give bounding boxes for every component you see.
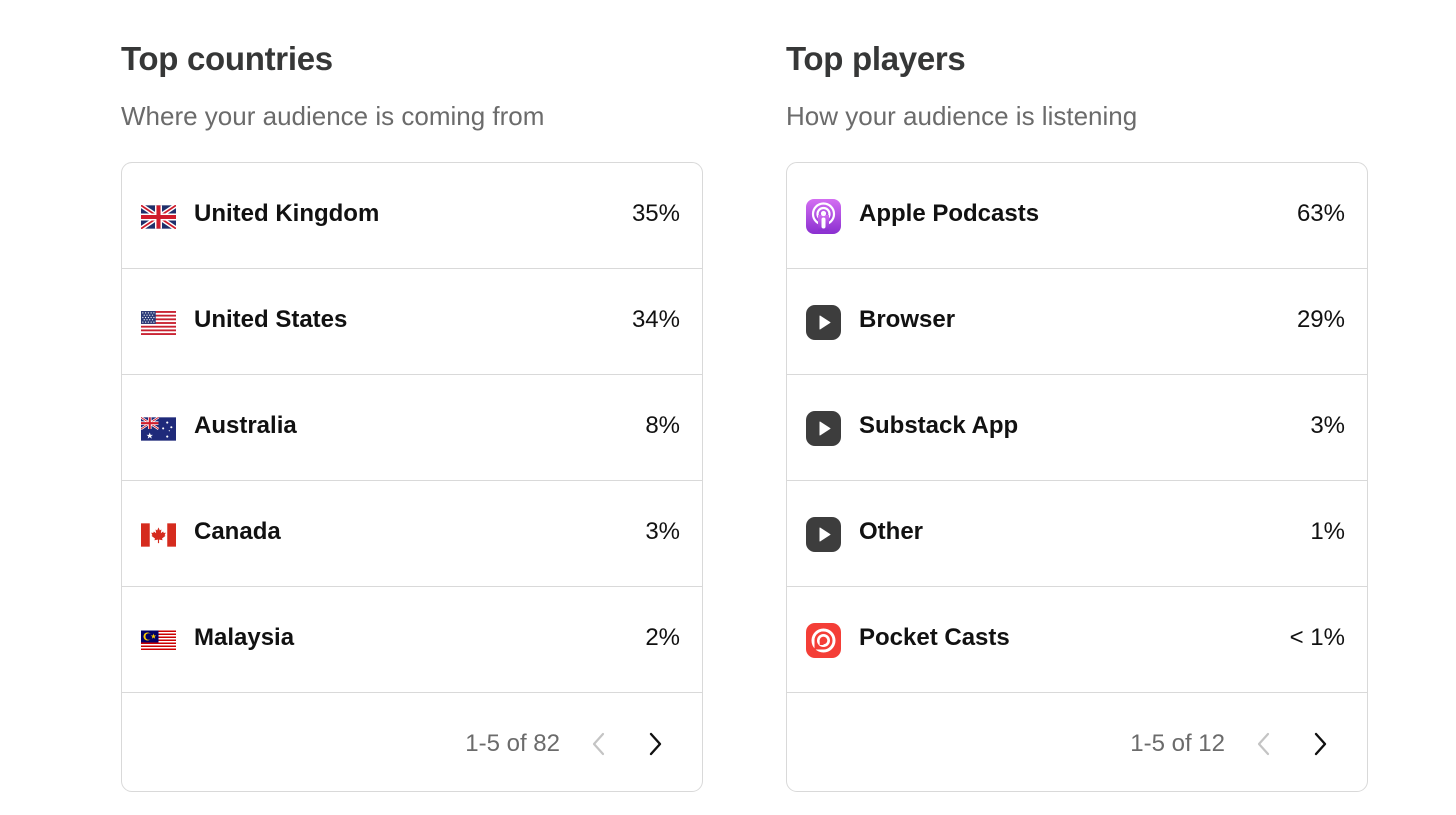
countries-card: United Kingdom 35% bbox=[121, 162, 703, 792]
row-label: Australia bbox=[194, 412, 297, 439]
list-item: Substack App 3% bbox=[787, 375, 1367, 481]
play-icon bbox=[806, 411, 841, 446]
players-card: Apple Podcasts 63% Browser 29% Substack … bbox=[786, 162, 1368, 792]
pagination: 1-5 of 12 bbox=[787, 695, 1367, 791]
chevron-right-icon[interactable] bbox=[1307, 729, 1333, 759]
chevron-left-icon[interactable] bbox=[586, 729, 612, 759]
uk-flag-icon bbox=[141, 199, 176, 234]
australia-flag-icon bbox=[141, 411, 176, 446]
pocket-casts-icon bbox=[806, 623, 841, 658]
list-item: United Kingdom 35% bbox=[122, 163, 702, 269]
row-value: 63% bbox=[1296, 200, 1345, 227]
list-item: Other 1% bbox=[787, 481, 1367, 587]
list-item: Canada 3% bbox=[122, 481, 702, 587]
play-icon bbox=[806, 305, 841, 340]
row-label: Apple Podcasts bbox=[859, 200, 1040, 227]
pagination: 1-5 of 82 bbox=[122, 695, 702, 791]
row-value: < 1% bbox=[1289, 624, 1345, 651]
row-value: 1% bbox=[1310, 518, 1345, 545]
list-item: Australia 8% bbox=[122, 375, 702, 481]
panel-title: Top countries bbox=[121, 40, 333, 77]
row-label: Malaysia bbox=[194, 624, 295, 651]
row-value: 35% bbox=[631, 200, 680, 227]
row-value: 34% bbox=[631, 306, 680, 333]
list-item: Apple Podcasts 63% bbox=[787, 163, 1367, 269]
row-label: United States bbox=[194, 306, 348, 333]
panel-title: Top players bbox=[786, 40, 966, 77]
malaysia-flag-icon bbox=[141, 623, 176, 658]
row-label: Canada bbox=[194, 518, 281, 545]
row-label: Substack App bbox=[859, 412, 1019, 439]
chevron-right-icon[interactable] bbox=[642, 729, 668, 759]
row-value: 3% bbox=[1310, 412, 1345, 439]
row-value: 3% bbox=[645, 518, 680, 545]
row-label: Browser bbox=[859, 306, 956, 333]
row-value: 29% bbox=[1296, 306, 1345, 333]
panel-subtitle: Where your audience is coming from bbox=[121, 101, 545, 131]
pagination-range: 1-5 of 82 bbox=[465, 730, 560, 757]
row-label: Pocket Casts bbox=[859, 624, 1010, 651]
list-item: United States 34% bbox=[122, 269, 702, 375]
row-value: 8% bbox=[645, 412, 680, 439]
pagination-range: 1-5 of 12 bbox=[1130, 730, 1225, 757]
apple-podcasts-icon bbox=[806, 199, 841, 234]
play-icon bbox=[806, 517, 841, 552]
list-item: Browser 29% bbox=[787, 269, 1367, 375]
chevron-left-icon[interactable] bbox=[1251, 729, 1277, 759]
panel-subtitle: How your audience is listening bbox=[786, 101, 1138, 131]
row-label: Other bbox=[859, 518, 924, 545]
us-flag-icon bbox=[141, 305, 176, 340]
list-item: Malaysia 2% bbox=[122, 587, 702, 693]
row-label: United Kingdom bbox=[194, 200, 380, 227]
canada-flag-icon bbox=[141, 517, 176, 552]
row-value: 2% bbox=[645, 624, 680, 651]
list-item: Pocket Casts < 1% bbox=[787, 587, 1367, 693]
